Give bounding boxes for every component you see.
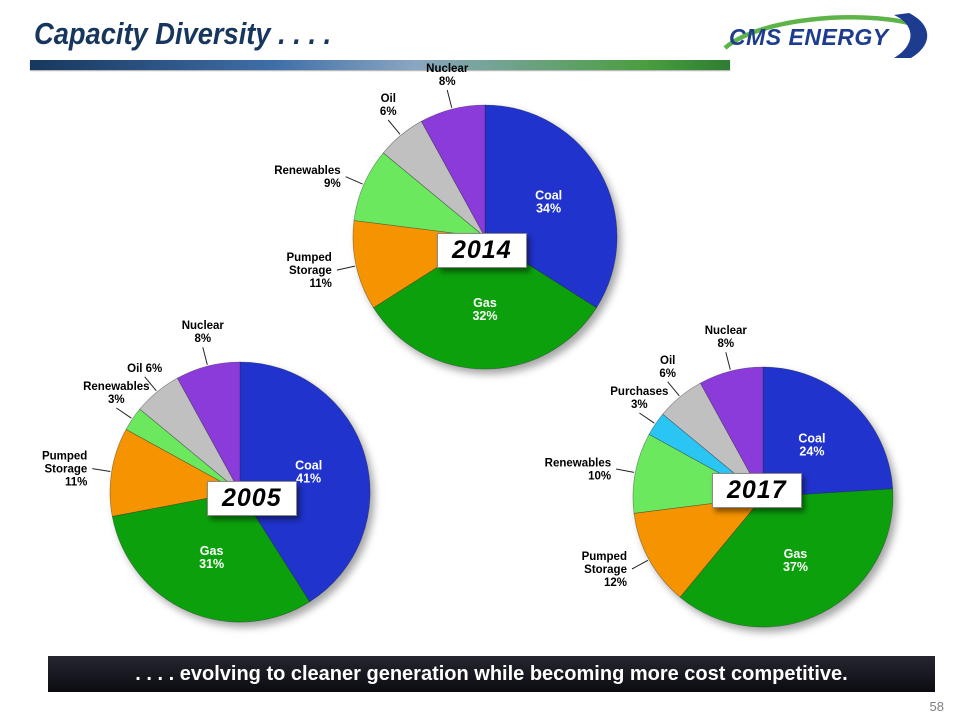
pie-chart-2014: Coal 34% Gas 32% Pumped Storage 11% Renewables 9…	[270, 60, 740, 410]
slice-label-pumped-storage: Pumped Storage 11%	[42, 451, 87, 489]
slice-label-renewables: Renewables 10%	[545, 457, 611, 482]
logo-green-swoosh-icon	[723, 15, 914, 50]
slice-label-purchases: Purchases 3%	[610, 386, 668, 411]
year-label-2017: 2017	[712, 473, 802, 508]
leader-line	[345, 176, 363, 185]
pie-chart-2005: Coal 41% Gas 31% Pumped Storage 11% Renewables 3…	[0, 300, 470, 660]
leader-line	[725, 352, 731, 370]
slice-label-renewables: Renewables 9%	[274, 165, 340, 190]
leader-line	[336, 265, 356, 271]
slice-label-coal: Coal 24%	[798, 431, 825, 458]
slice-label-nuclear: Nuclear 8%	[705, 325, 748, 350]
slice-label-gas: Gas 31%	[199, 544, 224, 571]
pie-slice-nuclear	[699, 366, 764, 498]
pie-svg-2005: Coal 41% Gas 31% Pumped Storage 11% Renewables 3…	[42, 320, 371, 623]
leader-line	[446, 89, 453, 109]
slice-label-gas: Gas 32%	[472, 296, 497, 323]
leader-line	[639, 412, 655, 424]
slice-label-coal: Coal 34%	[535, 189, 562, 216]
slice-label-pumped-storage: Pumped Storage 12%	[582, 551, 627, 589]
pie-slice-gas	[679, 488, 894, 628]
pie-slice-nuclear	[176, 361, 241, 493]
slice-label-oil: Oil 6%	[659, 355, 676, 380]
pie-slice-coal	[239, 361, 371, 603]
logo-text: CMS ENERGY	[729, 24, 891, 50]
page-number: 58	[929, 699, 944, 714]
footer-banner: . . . . evolving to cleaner generation w…	[48, 656, 935, 692]
pie-svg-2014: Coal 34% Gas 32% Pumped Storage 11% Renewables 9…	[274, 63, 618, 370]
leader-line	[631, 559, 649, 570]
slice-label-pumped-storage: Pumped Storage 11%	[286, 252, 331, 290]
year-label-2005: 2005	[207, 481, 297, 516]
page-title: Capacity Diversity . . . .	[34, 16, 332, 51]
slice-label-nuclear: Nuclear 8%	[426, 63, 469, 88]
leader-line	[387, 119, 401, 135]
pie-svg-2017: Coal 24% Gas 37% Pumped Storage 12% Renewables 1…	[545, 325, 894, 628]
leader-line	[202, 347, 208, 365]
cms-energy-logo-graphic: CMS ENERGY	[723, 13, 928, 58]
leader-line	[92, 468, 111, 472]
pie-slice-nuclear	[420, 104, 486, 238]
slice-label-oil: Oil 6%	[127, 363, 162, 375]
pie-slice-gas	[373, 236, 597, 370]
year-label-2014: 2014	[437, 233, 527, 268]
slice-label-nuclear: Nuclear 8%	[182, 320, 225, 345]
cms-energy-logo: CMS ENERGY	[717, 10, 942, 60]
title-underline-bar	[30, 60, 730, 70]
pie-slice-pumped-storage	[633, 496, 764, 598]
slice-label-oil: Oil 6%	[380, 93, 397, 118]
leader-line	[667, 381, 680, 397]
logo-blue-swoosh-icon	[894, 13, 928, 58]
leader-line	[116, 407, 132, 419]
leader-line	[144, 376, 157, 392]
slice-label-renewables: Renewables 3%	[83, 381, 149, 406]
pie-slice-gas	[111, 491, 311, 623]
slice-label-coal: Coal 41%	[295, 459, 322, 486]
slice-label-gas: Gas 37%	[783, 547, 808, 574]
pie-slice-coal	[762, 366, 894, 498]
leader-line	[616, 468, 635, 473]
pie-chart-2017: Coal 24% Gas 37% Pumped Storage 12% Renewables 1…	[520, 305, 960, 665]
